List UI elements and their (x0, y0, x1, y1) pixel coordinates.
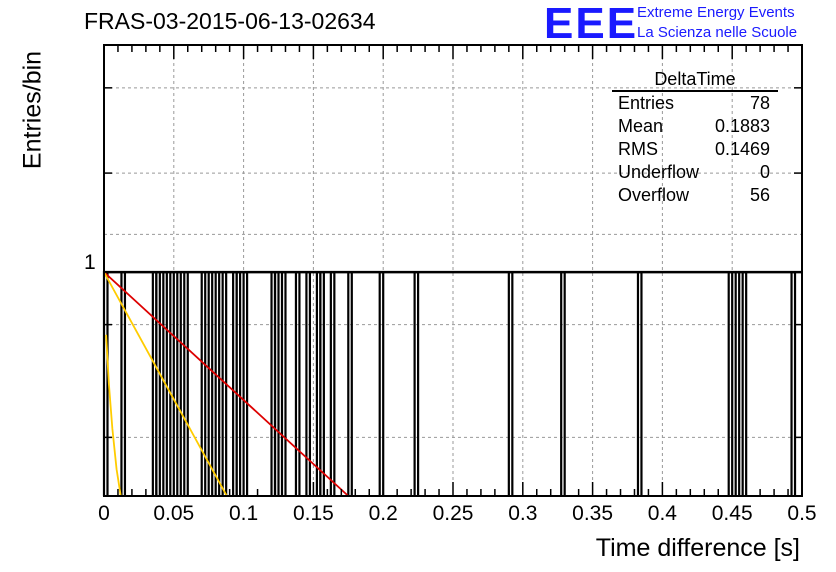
histogram-bar (305, 271, 312, 496)
histogram-bar (200, 271, 207, 496)
fit-curve (103, 271, 228, 497)
x-tick-label: 0.45 (711, 502, 753, 525)
stats-value: 0.1883 (714, 116, 770, 136)
histogram-bar (507, 271, 514, 496)
eee-logo-line-1: Extreme Energy Events (637, 4, 795, 21)
stats-label: Entries (618, 93, 675, 113)
histogram-bars (102, 270, 802, 496)
histogram-bar (169, 271, 175, 496)
histogram-bar (741, 271, 748, 496)
stats-row-overflow: Overflow 56 (612, 184, 778, 207)
histogram-bar (214, 271, 221, 496)
histogram-bar (347, 271, 353, 496)
stats-value: 0 (759, 162, 770, 182)
histogram-bar (280, 271, 287, 496)
histogram-bar (790, 271, 797, 496)
stats-label: Mean (618, 116, 664, 136)
stats-box: DeltaTime Entries 78 Mean 0.1883 RMS 0.1… (612, 68, 778, 207)
x-tick-label: 0.35 (572, 502, 614, 525)
histogram-bar (378, 271, 385, 496)
stats-value: 78 (749, 93, 770, 113)
axis-ticks (103, 45, 803, 496)
histogram-bar (329, 271, 336, 496)
x-tick-label: 0.5 (787, 502, 817, 525)
stats-label: Underflow (618, 162, 700, 182)
eee-logo: EEE (544, 0, 639, 48)
x-tick-label: 0.4 (647, 502, 677, 525)
stats-row-rms: RMS 0.1469 (612, 138, 778, 161)
fit-curve (103, 271, 349, 497)
x-axis-label: Time difference [s] (595, 534, 800, 562)
chart-title: FRAS-03-2015-06-13-02634 (84, 8, 376, 34)
y-tick-label-1: 1 (84, 251, 96, 274)
fit-curve (105, 334, 122, 497)
x-tick-label: 0 (98, 502, 110, 525)
histogram-bar (183, 271, 189, 496)
stats-label: Overflow (618, 185, 690, 205)
x-tick-label: 0.15 (292, 502, 334, 525)
histogram-bar (176, 271, 182, 496)
stats-row-underflow: Underflow 0 (612, 161, 778, 184)
stats-label: RMS (618, 139, 658, 159)
histogram-bar (273, 271, 280, 496)
x-tick-label: 0.3 (508, 502, 538, 525)
stats-value: 56 (749, 185, 770, 205)
grid-lines (104, 45, 802, 496)
histogram-bar (294, 271, 301, 496)
x-tick-label: 0.1 (228, 502, 259, 525)
y-axis-label: Entries/bin (18, 50, 47, 170)
stats-row-mean: Mean 0.1883 (612, 115, 778, 138)
x-tick-label: 0.2 (368, 502, 398, 525)
histogram-bar (560, 271, 566, 496)
stats-title: DeltaTime (612, 68, 778, 92)
x-tick-label: 0.05 (153, 502, 195, 525)
fit-curves (103, 271, 349, 497)
histogram-bar (242, 271, 249, 496)
histogram-bar (413, 271, 420, 496)
stats-row-entries: Entries 78 (612, 92, 778, 115)
histogram-bar (235, 271, 242, 496)
eee-logo-line-2: La Scienza nelle Scuole (637, 24, 798, 41)
x-tick-label: 0.25 (432, 502, 474, 525)
histogram-bar (636, 271, 643, 496)
histogram-bar (734, 271, 741, 496)
histogram-bar (319, 271, 325, 496)
histogram-bar (727, 271, 734, 496)
histogram-bar (155, 271, 161, 496)
stats-value: 0.1469 (714, 139, 770, 159)
